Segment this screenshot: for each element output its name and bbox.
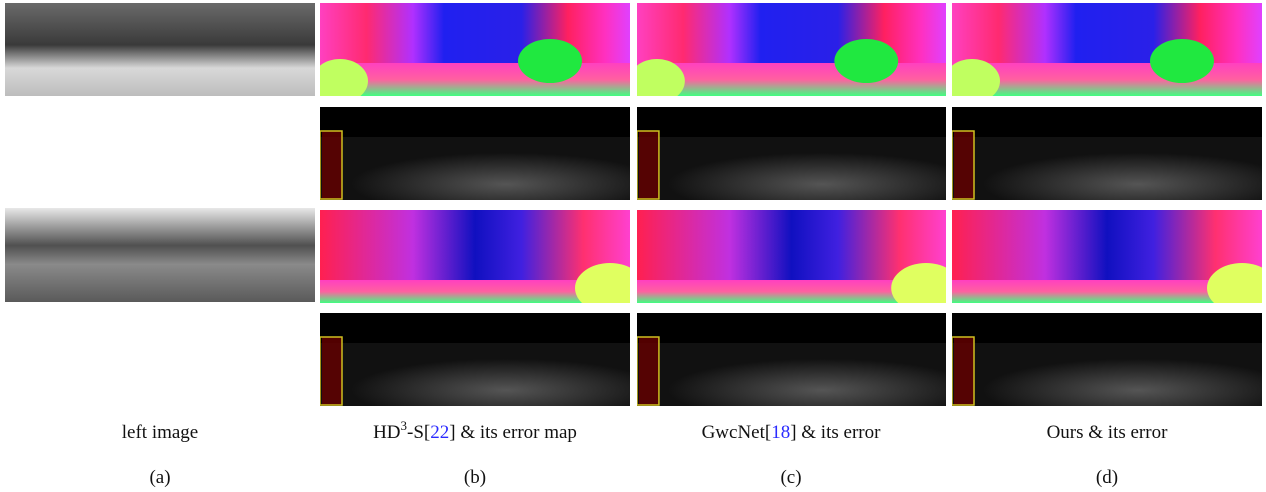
subfigure-label: (d) bbox=[1096, 467, 1118, 488]
subfigure-label: (b) bbox=[464, 467, 486, 488]
column-d bbox=[952, 3, 1262, 406]
caption: Ours & its error bbox=[1047, 422, 1169, 443]
column-b bbox=[320, 3, 630, 406]
subfigure-label: (c) bbox=[780, 467, 801, 488]
caption: left image bbox=[122, 422, 199, 443]
column-c bbox=[637, 3, 946, 406]
left-image-1 bbox=[5, 3, 315, 96]
subfigure-label: (a) bbox=[149, 467, 170, 488]
left-image-2 bbox=[5, 208, 315, 302]
caption: HD3-S[22] & its error map bbox=[373, 418, 577, 443]
caption: GwcNet[18] & its error bbox=[702, 422, 882, 443]
